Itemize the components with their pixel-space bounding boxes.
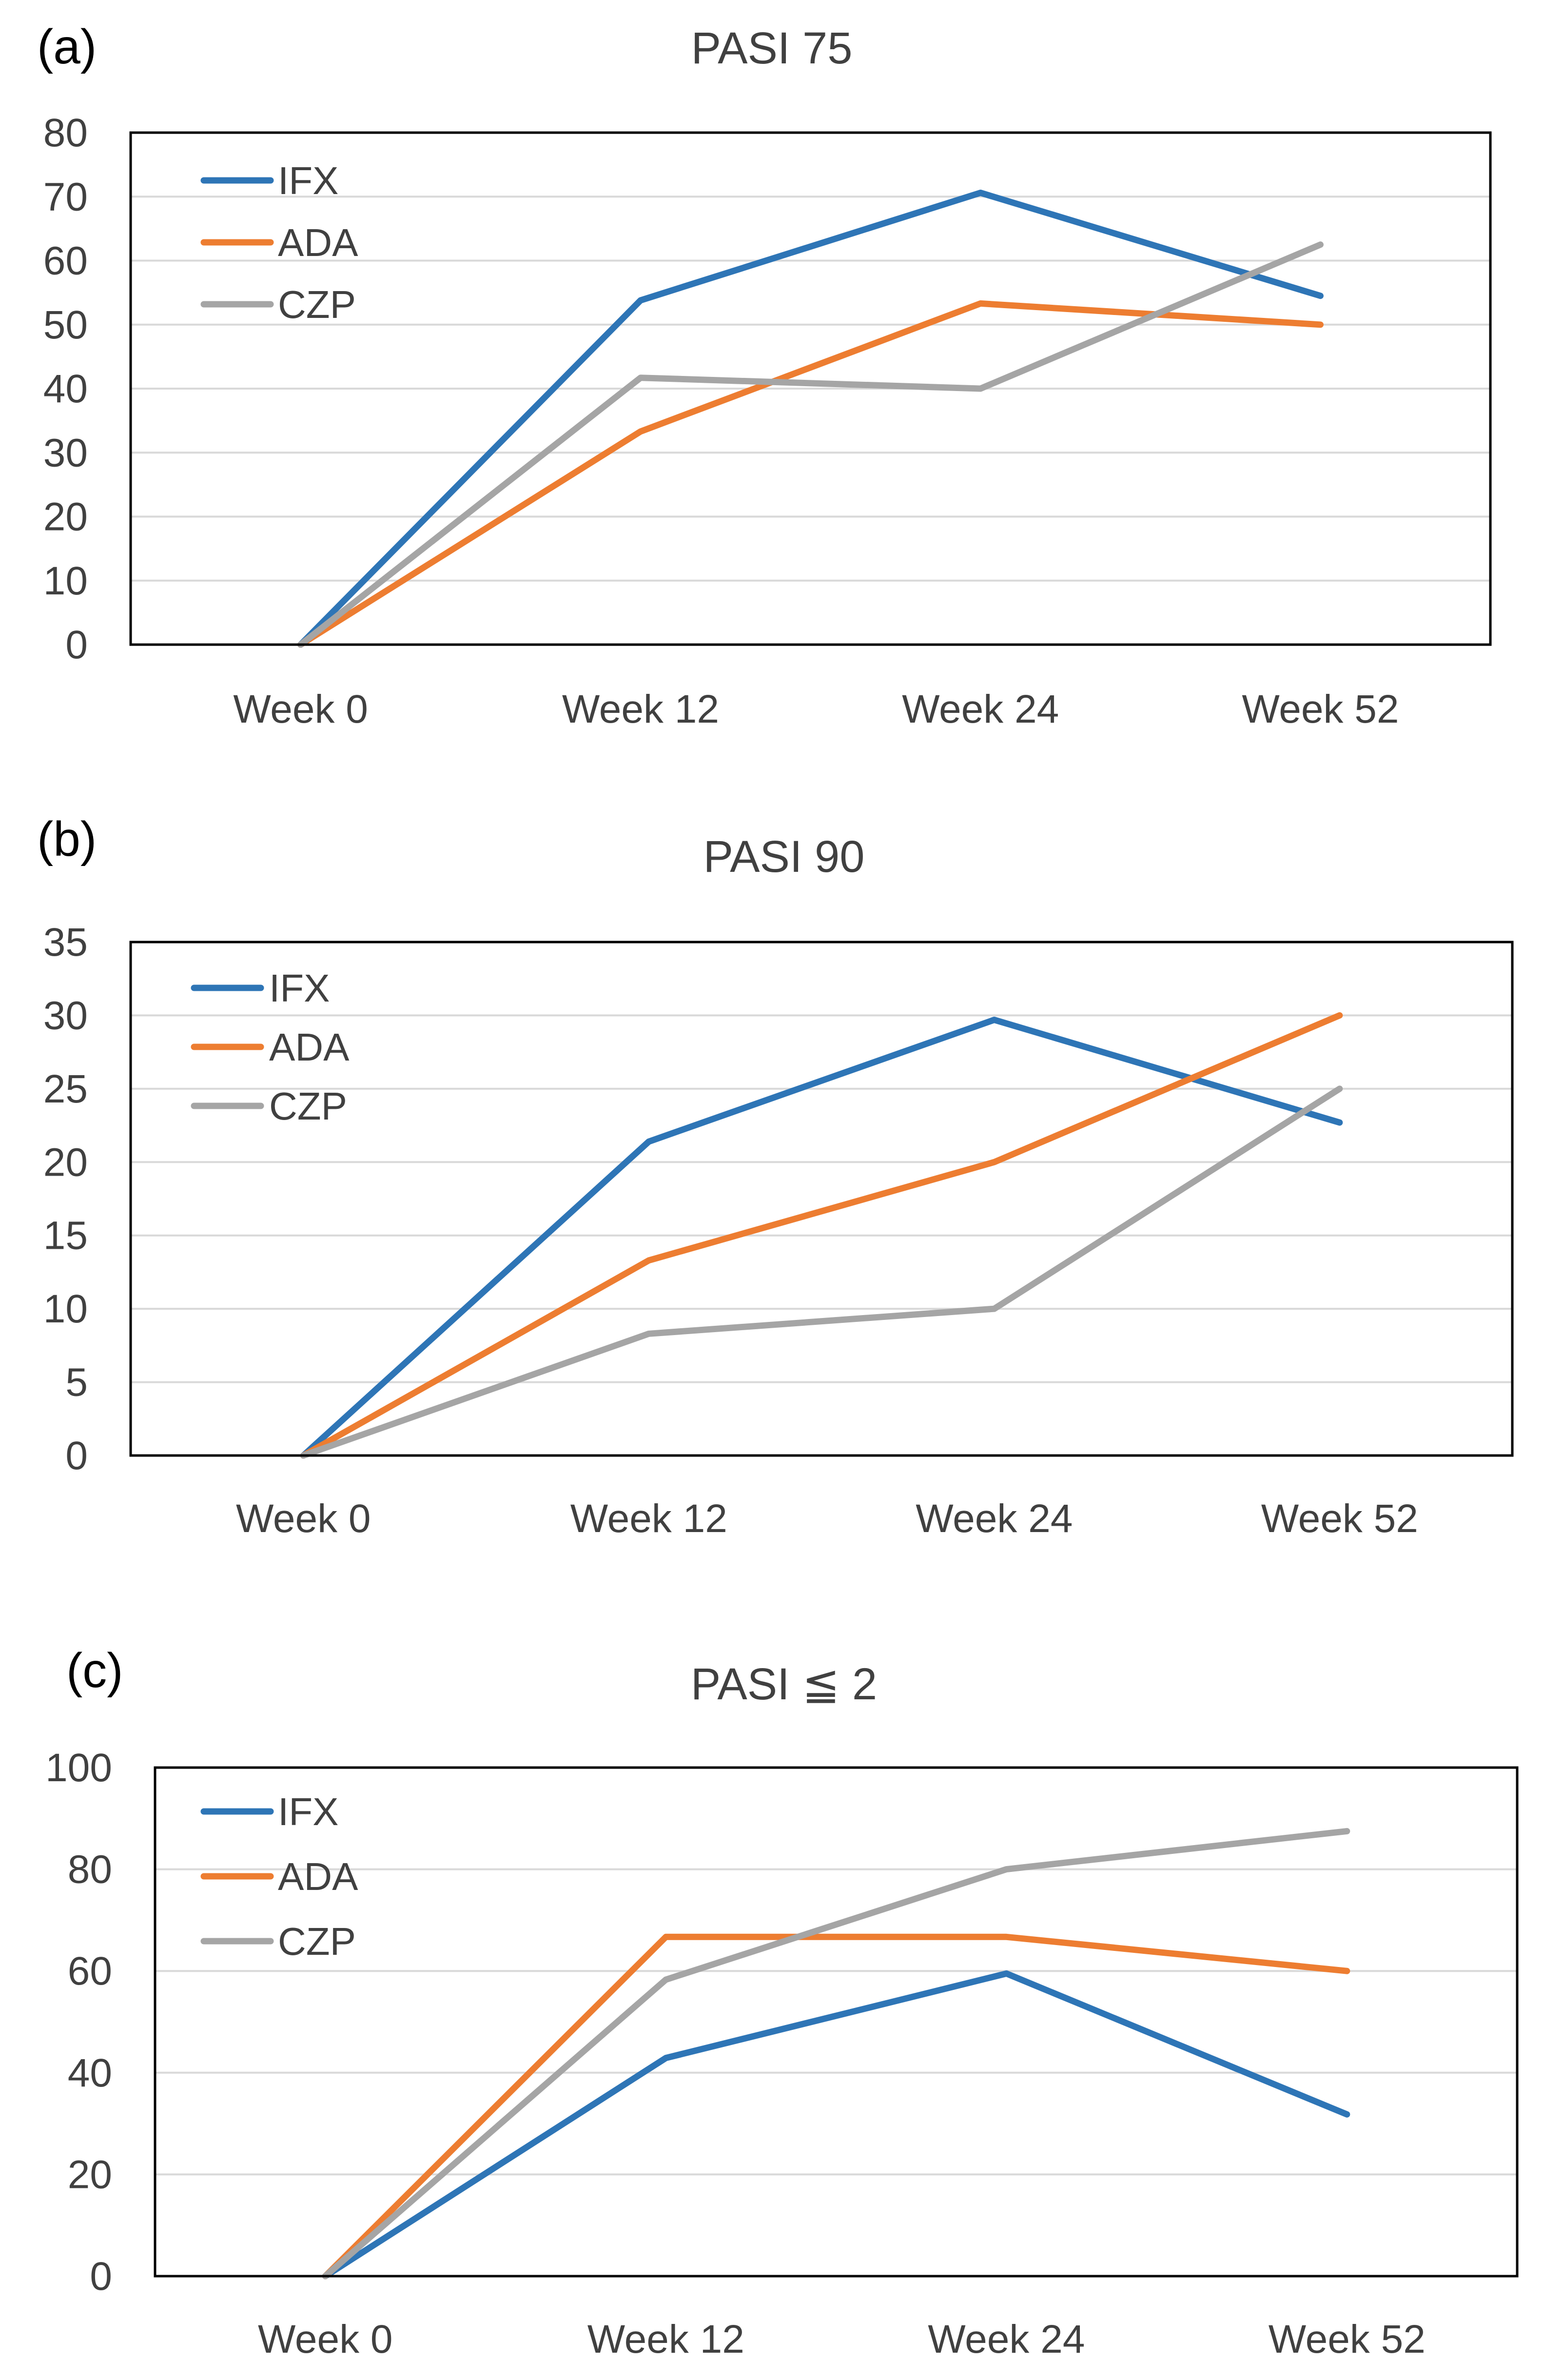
y-tick-label: 35 bbox=[43, 920, 88, 964]
chart-panel-1: (a) PASI 75 0 10 20 30 40 50 60 70 80 Week 0 Week 12… bbox=[37, 20, 1492, 731]
series-line-ada bbox=[297, 300, 1324, 648]
y-tick-label: 30 bbox=[43, 993, 88, 1038]
legend: IFX ADA CZP bbox=[191, 966, 350, 1128]
y-tick-label: 80 bbox=[68, 1848, 112, 1892]
chart-panel-3: (c) PASI ≦ 2 0 20 40 60 80 100 Week 0 Week 12 Week… bbox=[45, 1643, 1519, 2361]
y-tick-label: 10 bbox=[43, 559, 88, 603]
y-tick-label: 10 bbox=[43, 1287, 88, 1331]
legend: IFX ADA CZP bbox=[200, 159, 358, 326]
x-tick-label: Week 52 bbox=[1261, 1496, 1418, 1541]
chart-panel-2: (b) PASI 90 0 5 10 15 20 25 30 35 Week 0 Week 12 Wee… bbox=[37, 812, 1514, 1541]
y-tick-label: 70 bbox=[43, 175, 88, 219]
y-tick-label: 40 bbox=[43, 367, 88, 411]
legend-label: ADA bbox=[269, 1025, 350, 1069]
series-line-czp bbox=[300, 1085, 1343, 1459]
x-tick-label: Week 0 bbox=[236, 1496, 371, 1541]
x-tick-label: Week 24 bbox=[916, 1496, 1073, 1541]
x-tick-label: Week 52 bbox=[1269, 2317, 1426, 2361]
panel-label: (c) bbox=[66, 1643, 123, 1698]
legend-label: IFX bbox=[269, 966, 330, 1010]
y-tick-label: 60 bbox=[68, 1949, 112, 1993]
legend-label: CZP bbox=[278, 283, 356, 326]
x-tick-label: Week 52 bbox=[1242, 687, 1399, 731]
x-tick-label: Week 12 bbox=[562, 687, 719, 731]
legend-label: IFX bbox=[278, 1790, 338, 1833]
y-tick-label: 60 bbox=[43, 239, 88, 283]
series-line-ifx bbox=[300, 1017, 1343, 1459]
x-tick-label: Week 24 bbox=[928, 2317, 1085, 2361]
series-line-ada bbox=[300, 1012, 1343, 1459]
panel-label: (a) bbox=[37, 20, 97, 74]
series-line-ifx bbox=[297, 189, 1324, 648]
y-tick-label: 40 bbox=[68, 2051, 112, 2095]
x-tick-label: Week 0 bbox=[233, 687, 368, 731]
plot-area-frame bbox=[129, 941, 1514, 1457]
series-line-czp bbox=[322, 1828, 1350, 2280]
y-tick-label: 20 bbox=[43, 1140, 88, 1184]
y-tick-label: 30 bbox=[43, 431, 88, 475]
y-tick-label: 80 bbox=[43, 111, 88, 155]
series-line-ada bbox=[322, 1933, 1350, 2280]
x-tick-label: Week 12 bbox=[570, 1496, 727, 1541]
y-tick-label: 0 bbox=[90, 2254, 112, 2299]
y-tick-label: 100 bbox=[45, 1746, 112, 1790]
legend-label: CZP bbox=[278, 1920, 356, 1963]
legend-label: ADA bbox=[278, 1855, 358, 1898]
y-tick-label: 20 bbox=[68, 2152, 112, 2197]
legend-label: ADA bbox=[278, 221, 358, 264]
legend: IFX ADA CZP bbox=[200, 1790, 358, 1963]
plot-area-frame bbox=[129, 131, 1492, 646]
legend-label: CZP bbox=[269, 1084, 347, 1128]
legend-label: IFX bbox=[278, 159, 338, 202]
x-tick-label: Week 12 bbox=[587, 2317, 744, 2361]
plot-area-frame bbox=[154, 1766, 1519, 2278]
y-tick-label: 50 bbox=[43, 303, 88, 347]
x-tick-label: Week 0 bbox=[258, 2317, 393, 2361]
chart-title: PASI ≦ 2 bbox=[691, 1659, 877, 1709]
y-tick-label: 15 bbox=[43, 1214, 88, 1258]
y-tick-label: 25 bbox=[43, 1067, 88, 1111]
y-tick-label: 0 bbox=[65, 1434, 88, 1478]
chart-title: PASI 90 bbox=[704, 832, 865, 882]
y-tick-label: 20 bbox=[43, 495, 88, 539]
chart-title: PASI 75 bbox=[691, 23, 853, 73]
y-tick-label: 5 bbox=[65, 1360, 88, 1405]
series-line-czp bbox=[297, 241, 1324, 648]
x-tick-label: Week 24 bbox=[902, 687, 1059, 731]
series-line-ifx bbox=[322, 1970, 1350, 2280]
panel-label: (b) bbox=[37, 812, 97, 866]
y-tick-label: 0 bbox=[65, 623, 88, 667]
